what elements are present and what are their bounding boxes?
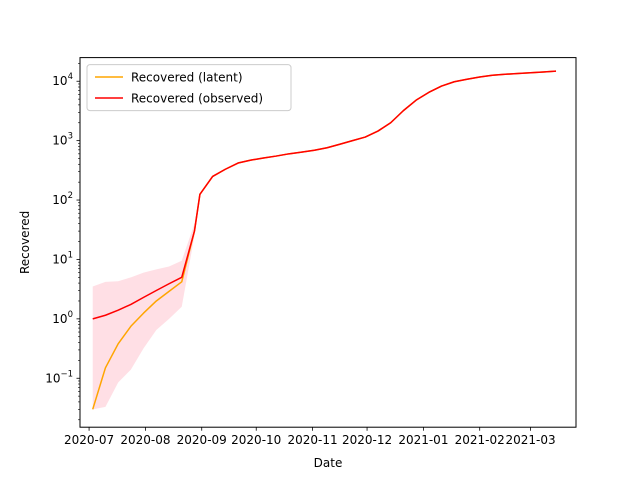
legend: Recovered (latent) Recovered (observed)	[86, 64, 292, 112]
confidence-band	[92, 193, 200, 410]
y-tick-label: 103	[52, 132, 73, 148]
x-axis-label: Date	[314, 456, 343, 470]
legend-label-2: Recovered (observed)	[131, 92, 263, 106]
y-axis-label: Recovered	[18, 211, 32, 274]
axes-frame	[79, 57, 577, 428]
y-tick-label: 102	[52, 191, 73, 207]
x-tick-label: 2020-08	[120, 433, 170, 447]
x-tick-label: 2021-01	[398, 433, 448, 447]
series-line-2	[92, 70, 557, 320]
x-tick-label: 2020-11	[287, 433, 337, 447]
plot-area	[80, 57, 576, 428]
x-tick-label: 2021-03	[506, 433, 556, 447]
x-tick-label: 2020-12	[342, 433, 392, 447]
y-axis: 10−1 100 101 102 103 104	[45, 63, 80, 421]
x-tick-label: 2021-02	[455, 433, 505, 447]
x-tick-label: 2020-10	[231, 433, 281, 447]
x-tick-label: 2020-07	[64, 433, 114, 447]
y-tick-label: 100	[52, 310, 73, 326]
x-tick-label: 2020-09	[177, 433, 227, 447]
x-axis: 2020-07 2020-08 2020-09 2020-10 2020-11 2020-…	[64, 427, 556, 447]
series-lines	[92, 70, 557, 410]
legend-label-1: Recovered (latent)	[131, 71, 243, 85]
confidence-band-area	[92, 193, 200, 410]
legend-box	[86, 64, 292, 112]
y-tick-label: 101	[52, 250, 73, 266]
y-tick-label: 104	[52, 72, 73, 88]
y-tick-label: 10−1	[45, 369, 73, 385]
